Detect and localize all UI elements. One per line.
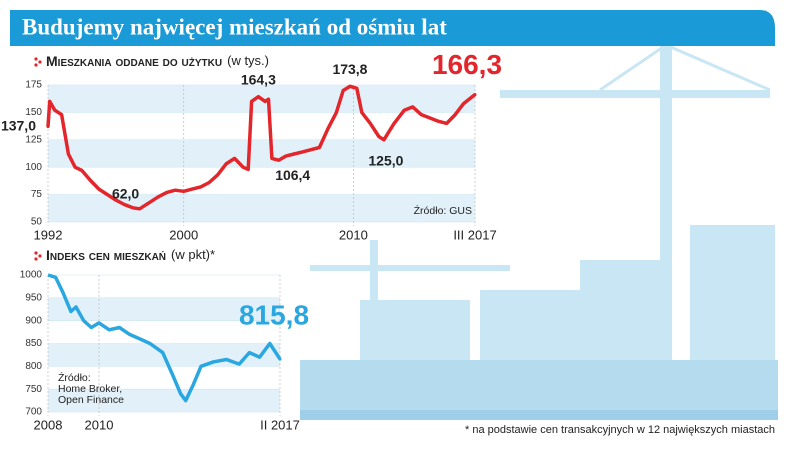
y-tick-label: 800 (25, 361, 42, 372)
y-tick-label: 100 (25, 162, 42, 173)
title-bar (10, 10, 775, 46)
grid-band (48, 167, 475, 195)
y-tick-label: 1000 (20, 270, 43, 281)
grid-band (48, 275, 280, 298)
chart-title: Indeks cen mieszkań (w pkt)* (46, 247, 215, 263)
chart-title-text: Indeks cen mieszkań (46, 247, 166, 263)
annotation-label: 106,4 (275, 167, 310, 183)
x-tick-label: 1992 (34, 227, 63, 242)
annotation-label: 173,8 (332, 61, 367, 77)
y-tick-label: 900 (25, 315, 42, 326)
x-tick-label: 2010 (85, 417, 114, 432)
y-tick-label: 75 (31, 189, 43, 200)
background-illustration (300, 40, 778, 420)
grid-band (48, 139, 475, 168)
grid-band (48, 112, 475, 140)
bullet (38, 60, 42, 64)
chart-unit: (w pkt)* (171, 247, 215, 262)
grid-band (48, 194, 475, 222)
x-tick-label: 2008 (34, 417, 63, 432)
grid-band (48, 366, 280, 390)
bullet (34, 251, 38, 255)
y-tick-label: 125 (25, 134, 42, 145)
annotation-point (277, 158, 281, 162)
annotation-point (278, 357, 282, 361)
annotation-point (382, 138, 386, 142)
annotation-point (46, 125, 50, 129)
x-tick-label: 2010 (339, 227, 368, 242)
data-line (47, 273, 282, 403)
footnote: * na podstawie cen transakcyjnych w 12 n… (465, 424, 775, 436)
annotation-label: 62,0 (112, 186, 139, 202)
chart-title-text: Mieszkania oddane do użytku (46, 53, 222, 69)
source: Źródło: GUS (414, 204, 472, 217)
annotation-point (138, 207, 142, 211)
chart-title: Mieszkania oddane do użytku (w tys.) (46, 53, 269, 69)
grid-band (48, 389, 280, 412)
bullet (34, 63, 38, 67)
bullet (38, 254, 42, 258)
chart-unit: (w tys.) (227, 53, 269, 68)
y-tick-label: 175 (25, 80, 42, 91)
annotation-label: 815,8 (239, 300, 309, 331)
annotation-label: 125,0 (368, 153, 403, 169)
y-tick-label: 150 (25, 107, 42, 118)
x-tick-label: III 2017 (453, 227, 496, 242)
x-tick-label: II 2017 (260, 417, 300, 432)
title: Budujemy najwięcej mieszkań od ośmiu lat (22, 14, 447, 39)
y-tick-label: 750 (25, 384, 42, 395)
source: Home Broker, (58, 383, 122, 395)
y-tick-label: 950 (25, 292, 42, 303)
annotation-label: 166,3 (432, 49, 502, 80)
bullet (34, 57, 38, 61)
annotation-point (256, 95, 260, 99)
y-tick-label: 50 (31, 217, 43, 228)
annotation-label: 137,0 (1, 117, 36, 133)
source: Open Finance (58, 394, 124, 406)
annotation-point (473, 93, 477, 97)
x-tick-label: 2000 (169, 227, 198, 242)
y-tick-label: 700 (25, 407, 42, 418)
bullet (34, 257, 38, 261)
y-tick-label: 850 (25, 338, 42, 349)
source: Źródło: (58, 371, 91, 384)
annotation-point (348, 84, 352, 88)
grid-band (48, 297, 280, 321)
annotation-label: 164,3 (241, 71, 276, 87)
